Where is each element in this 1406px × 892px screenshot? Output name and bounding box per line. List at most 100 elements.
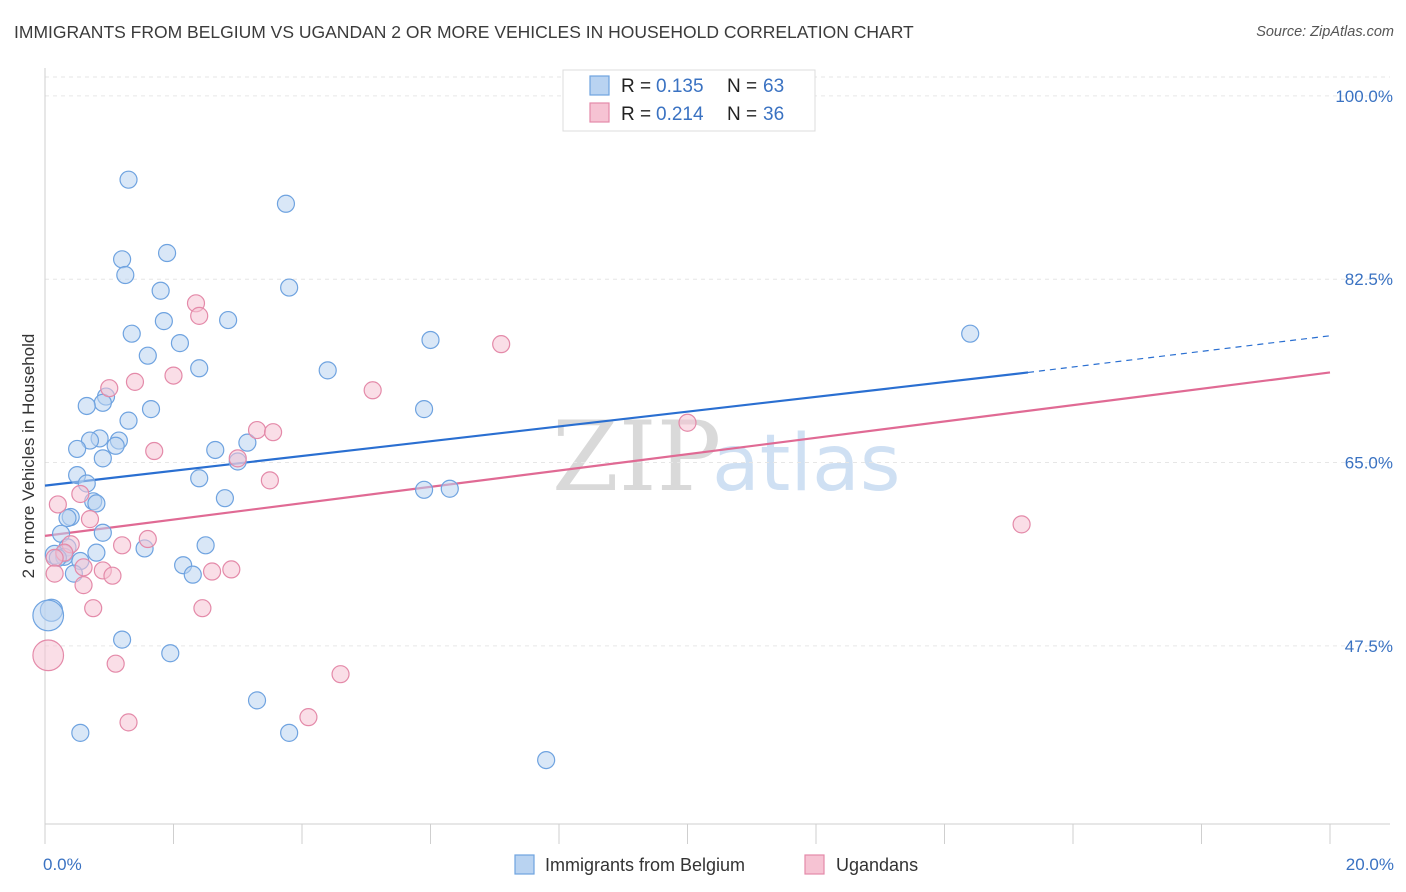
- point-belgium: [77, 396, 96, 416]
- legend-n-label-belgium: N =: [727, 76, 757, 97]
- bottom-legend-label-belgium: Immigrants from Belgium: [545, 855, 745, 875]
- point-belgium: [116, 265, 135, 285]
- point-belgium: [206, 440, 225, 460]
- point-belgium: [106, 436, 125, 455]
- point-ugandans: [145, 441, 164, 461]
- legend-n-label-ugandans: N =: [727, 104, 757, 125]
- point-ugandans: [492, 335, 511, 354]
- point-ugandans: [80, 510, 100, 529]
- point-ugandans: [228, 449, 247, 468]
- point-belgium: [414, 400, 434, 419]
- point-belgium: [154, 312, 173, 331]
- point-belgium: [961, 324, 980, 343]
- point-belgium: [71, 723, 90, 742]
- point-ugandans: [103, 566, 122, 585]
- point-ugandans: [45, 548, 64, 567]
- point-belgium: [276, 194, 296, 213]
- point-ugandans: [106, 654, 125, 673]
- point-belgium: [151, 281, 170, 300]
- legend-r-value-belgium: 0.135: [656, 76, 704, 97]
- point-ugandans: [32, 639, 65, 672]
- point-belgium: [93, 449, 112, 468]
- chart-title: IMMIGRANTS FROM BELGIUM VS UGANDAN 2 OR …: [14, 22, 914, 42]
- point-belgium: [170, 334, 190, 353]
- point-ugandans: [74, 576, 93, 595]
- point-belgium: [219, 310, 238, 330]
- point-ugandans: [331, 665, 350, 684]
- point-ugandans: [202, 562, 222, 581]
- point-belgium: [440, 479, 459, 498]
- point-ugandans: [119, 713, 138, 732]
- point-belgium: [93, 523, 112, 542]
- point-belgium: [414, 480, 434, 499]
- trend-line-belgium-extension: [1027, 335, 1331, 374]
- point-ugandans: [74, 558, 93, 577]
- point-ugandans: [112, 536, 132, 555]
- point-ugandans: [164, 366, 183, 385]
- point-ugandans: [84, 599, 103, 618]
- point-belgium: [87, 494, 106, 513]
- y-tick-label: 47.5%: [1345, 637, 1393, 656]
- point-belgium: [215, 489, 234, 508]
- point-ugandans: [125, 372, 145, 391]
- point-ugandans: [363, 381, 382, 400]
- legend-r-value-ugandans: 0.214: [656, 104, 704, 125]
- point-belgium: [112, 250, 132, 269]
- axes: 100.0% 82.5% 65.0% 47.5% 0.0% 20.0%: [43, 68, 1394, 874]
- top-legend: R = 0.135 N = 63 R = 0.214 N = 36: [562, 69, 816, 132]
- grid: [45, 76, 1390, 647]
- legend-r-label-ugandans: R =: [621, 104, 651, 125]
- y-tick-label: 100.0%: [1335, 87, 1393, 106]
- point-ugandans: [222, 560, 241, 579]
- point-ugandans: [190, 306, 209, 325]
- point-belgium: [247, 691, 267, 710]
- point-belgium: [122, 324, 141, 343]
- point-ugandans: [1012, 515, 1031, 534]
- trend-line-ugandans: [44, 371, 1331, 537]
- point-belgium: [32, 599, 65, 632]
- point-belgium: [421, 330, 440, 350]
- bottom-legend-label-ugandans: Ugandans: [836, 855, 918, 875]
- point-belgium: [80, 431, 100, 450]
- point-belgium: [318, 361, 337, 380]
- point-belgium: [161, 644, 180, 663]
- point-ugandans: [71, 484, 90, 504]
- point-belgium: [190, 469, 209, 488]
- legend-r-label-belgium: R =: [621, 76, 651, 97]
- point-ugandans: [247, 420, 267, 440]
- point-ugandans: [263, 423, 283, 442]
- watermark: ZIP atlas: [552, 401, 901, 513]
- y-tick-label: 82.5%: [1345, 270, 1393, 289]
- point-ugandans: [48, 495, 67, 514]
- point-belgium: [141, 400, 161, 419]
- trend-line-belgium: [44, 371, 1029, 487]
- legend-n-value-ugandans: 36: [763, 104, 784, 125]
- data-points: [32, 170, 1031, 770]
- point-ugandans: [45, 564, 64, 583]
- point-belgium: [68, 439, 87, 459]
- point-belgium: [183, 565, 202, 584]
- point-belgium: [196, 536, 215, 555]
- point-ugandans: [100, 379, 119, 398]
- point-ugandans: [260, 471, 279, 490]
- point-belgium: [537, 750, 556, 770]
- x-tick-label: 0.0%: [43, 855, 82, 874]
- point-ugandans: [678, 413, 697, 432]
- legend-n-value-belgium: 63: [763, 76, 784, 97]
- point-belgium: [157, 243, 177, 263]
- point-ugandans: [193, 599, 212, 618]
- point-belgium: [138, 346, 157, 365]
- point-ugandans: [299, 708, 318, 727]
- point-belgium: [58, 508, 77, 528]
- y-axis-label: 2 or more Vehicles in Household: [19, 334, 38, 579]
- trend-lines: [44, 335, 1331, 537]
- legend-swatch-belgium: [589, 75, 610, 96]
- point-belgium: [190, 359, 209, 378]
- legend-swatch-ugandans: [589, 102, 610, 123]
- bottom-legend-swatch-ugandans: [804, 854, 825, 875]
- point-belgium: [112, 630, 132, 649]
- y-tick-label: 65.0%: [1345, 454, 1393, 473]
- point-ugandans: [138, 529, 157, 549]
- source-label: Source: ZipAtlas.com: [1256, 24, 1394, 40]
